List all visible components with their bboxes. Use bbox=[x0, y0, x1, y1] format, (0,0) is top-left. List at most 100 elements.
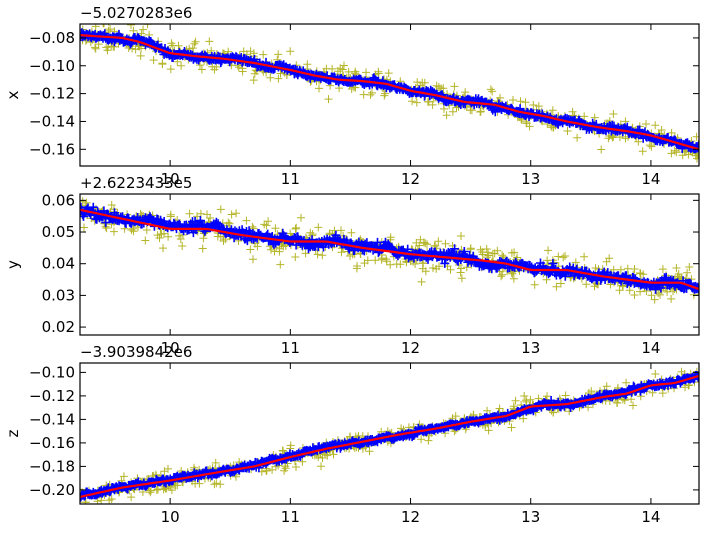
y-plot-area bbox=[80, 197, 699, 304]
x-ytick-label: −0.16 bbox=[29, 140, 75, 158]
x-raw-point bbox=[548, 106, 557, 115]
z-raw-point bbox=[281, 462, 290, 471]
y-raw-point bbox=[571, 258, 580, 267]
y-raw-point bbox=[386, 260, 395, 269]
x-xtick-label: 11 bbox=[281, 170, 300, 188]
y-raw-point bbox=[166, 212, 175, 221]
y-filtered-point bbox=[440, 258, 450, 268]
y-raw-point bbox=[313, 250, 322, 259]
y-raw-point bbox=[559, 253, 568, 262]
y-raw-point bbox=[429, 264, 437, 272]
z-plot-area bbox=[80, 367, 699, 504]
y-filtered-point bbox=[548, 259, 558, 268]
y-raw-point bbox=[441, 239, 450, 248]
x-raw-point bbox=[645, 141, 654, 150]
x-ytick-label: −0.14 bbox=[29, 112, 75, 130]
y-filtered-point bbox=[386, 242, 396, 252]
x-raw-point bbox=[366, 90, 375, 99]
x-raw-point bbox=[442, 111, 451, 120]
x-raw-point bbox=[476, 108, 485, 116]
y-raw-point bbox=[198, 244, 207, 253]
x-raw-point bbox=[667, 149, 676, 158]
x-raw-point bbox=[651, 121, 660, 130]
x-raw-point bbox=[381, 89, 390, 98]
x-raw-point bbox=[467, 106, 476, 115]
z-xtick-label: 12 bbox=[401, 508, 420, 526]
y-raw-point bbox=[314, 223, 323, 232]
y-raw-point bbox=[636, 269, 644, 277]
y-raw-point bbox=[434, 237, 443, 246]
z-raw-point bbox=[511, 396, 520, 405]
z-xtick-label: 14 bbox=[641, 508, 660, 526]
z-panel: 10 11 12 13 14 −0.20 −0.18 −0.16 −0.14 −0.12 −0.10… bbox=[4, 343, 700, 526]
y-raw-point bbox=[685, 263, 694, 271]
y-raw-point bbox=[669, 287, 677, 296]
y-raw-point bbox=[178, 242, 187, 250]
y-raw-point bbox=[157, 230, 166, 238]
y-raw-point bbox=[159, 244, 167, 253]
y-raw-point bbox=[543, 256, 552, 265]
x-smooth-line bbox=[80, 34, 699, 151]
x-raw-point bbox=[167, 39, 176, 48]
y-ytick-label: 0.02 bbox=[42, 318, 75, 336]
y-raw-point bbox=[561, 252, 569, 260]
x-raw-point bbox=[106, 25, 115, 34]
y-raw-point bbox=[556, 279, 565, 288]
z-offset-label: −3.9039842e6 bbox=[80, 343, 192, 361]
y-raw-point bbox=[683, 268, 692, 277]
x-raw-point bbox=[573, 133, 582, 142]
y-xtick-label: 10 bbox=[161, 339, 180, 357]
y-filtered-point bbox=[88, 202, 98, 212]
x-raw-point bbox=[158, 60, 167, 69]
x-raw-point bbox=[205, 37, 214, 46]
y-panel: 10 11 12 13 14 0.02 0.03 0.04 0.05 0.06 +2.622343… bbox=[4, 174, 700, 357]
x-raw-point bbox=[461, 88, 470, 97]
y-raw-point bbox=[110, 227, 118, 236]
x-raw-point bbox=[286, 47, 295, 56]
z-raw-point bbox=[629, 401, 637, 410]
x-raw-point bbox=[324, 95, 333, 104]
x-raw-point bbox=[516, 97, 525, 106]
z-ytick-label: −0.20 bbox=[29, 481, 75, 499]
z-raw-point bbox=[212, 479, 221, 488]
x-panel: 10 11 12 13 14 −0.16 −0.14 −0.12 −0.10 −0.08 −5.0… bbox=[4, 4, 700, 188]
z-raw-point bbox=[211, 458, 220, 467]
y-raw-point bbox=[497, 272, 506, 281]
x-raw-point bbox=[250, 69, 259, 78]
z-raw-point bbox=[495, 404, 504, 413]
x-raw-point bbox=[418, 78, 427, 87]
y-raw-point bbox=[482, 245, 491, 253]
x-raw-point bbox=[185, 44, 194, 53]
y-filtered-point bbox=[651, 284, 661, 294]
x-raw-point bbox=[521, 98, 530, 107]
x-raw-point bbox=[166, 65, 175, 74]
z-raw-point bbox=[543, 392, 551, 401]
z-smooth-line bbox=[80, 374, 699, 498]
z-raw-point bbox=[152, 486, 161, 494]
y-filtered-point bbox=[560, 271, 570, 281]
y-filtered-point bbox=[373, 237, 382, 247]
x-xtick-label: 14 bbox=[641, 170, 660, 188]
y-raw-point bbox=[544, 246, 553, 255]
z-raw-point bbox=[107, 495, 116, 503]
y-raw-point bbox=[656, 290, 664, 299]
z-raw-point bbox=[561, 391, 570, 400]
y-raw-point bbox=[286, 229, 295, 238]
z-raw-point bbox=[160, 467, 169, 476]
y-filtered-point bbox=[459, 247, 469, 256]
y-raw-point bbox=[636, 269, 645, 278]
x-raw-point bbox=[333, 67, 342, 76]
x-raw-point bbox=[450, 82, 459, 91]
z-raw-point bbox=[298, 457, 307, 466]
y-raw-point bbox=[232, 209, 241, 218]
x-raw-point bbox=[276, 69, 285, 78]
z-axes-frame bbox=[79, 362, 700, 505]
x-raw-point bbox=[338, 65, 347, 74]
z-raw-point bbox=[522, 396, 530, 405]
y-raw-point bbox=[542, 275, 551, 284]
x-raw-point bbox=[91, 43, 99, 52]
y-raw-point bbox=[411, 259, 420, 268]
y-raw-point bbox=[292, 223, 301, 232]
y-raw-point bbox=[625, 286, 634, 295]
y-raw-point bbox=[386, 233, 395, 242]
